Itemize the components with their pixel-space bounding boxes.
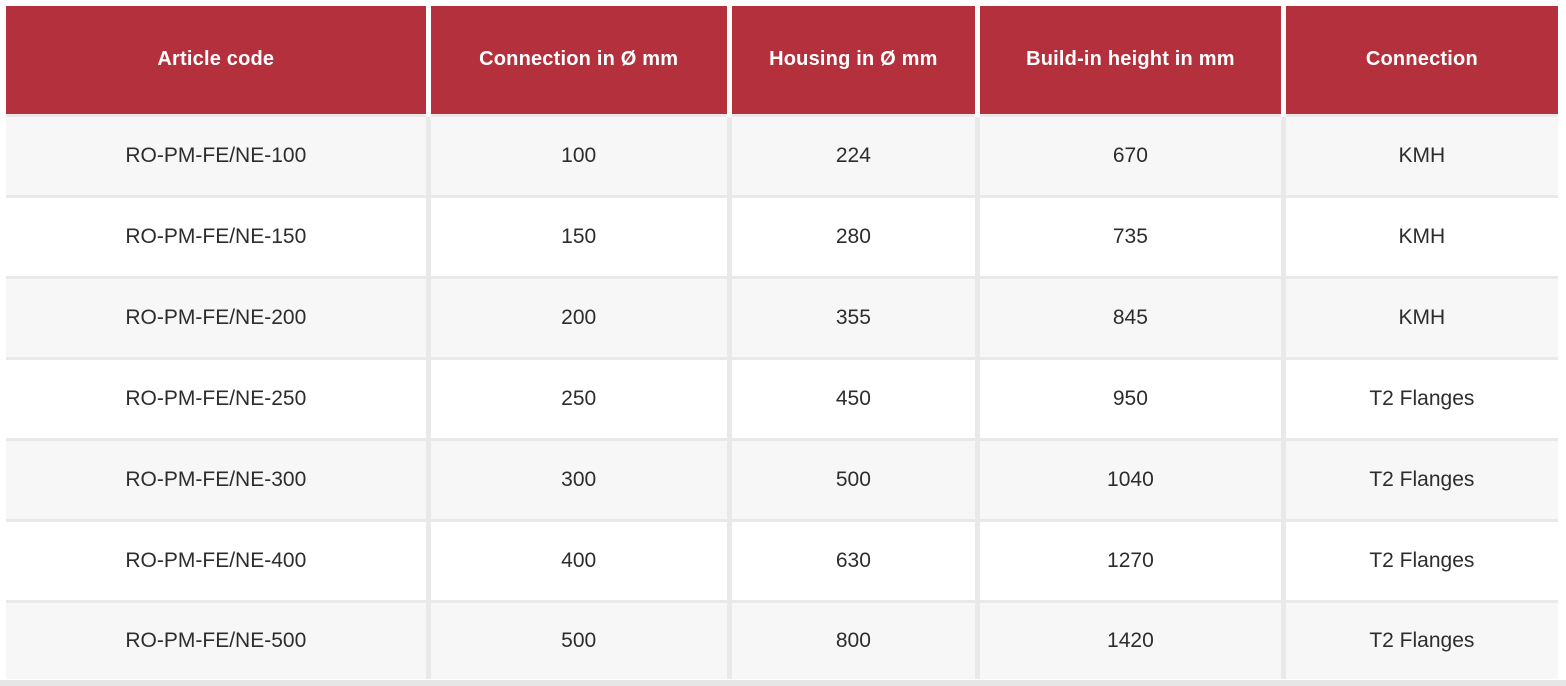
table-cell: 800 — [729, 601, 981, 679]
table-cell: RO-PM-FE/NE-400 — [6, 520, 431, 603]
table-cell: 200 — [428, 277, 732, 360]
table-cell: KMH — [1283, 115, 1558, 198]
table-row: RO-PM-FE/NE-150 150 280 735 KMH — [6, 196, 1558, 279]
table-row: RO-PM-FE/NE-200 200 355 845 KMH — [6, 277, 1558, 360]
table-cell: RO-PM-FE/NE-500 — [6, 601, 431, 679]
table-cell: 500 — [729, 439, 981, 522]
table-cell: T2 Flanges — [1283, 601, 1558, 679]
table-row: RO-PM-FE/NE-400 400 630 1270 T2 Flanges — [6, 520, 1558, 603]
spec-table: Article code Connection in Ø mm Housing in… — [6, 6, 1558, 679]
table-row: RO-PM-FE/NE-250 250 450 950 T2 Flanges — [6, 358, 1558, 441]
table-cell: KMH — [1283, 196, 1558, 279]
table-cell: T2 Flanges — [1283, 358, 1558, 441]
table-cell: 300 — [428, 439, 732, 522]
table-cell: RO-PM-FE/NE-150 — [6, 196, 431, 279]
table-cell: 355 — [729, 277, 981, 360]
table-cell: 250 — [428, 358, 732, 441]
table-cell: T2 Flanges — [1283, 520, 1558, 603]
column-header-build-in-height-in-mm: Build-in height in mm — [977, 6, 1286, 117]
table-row: RO-PM-FE/NE-300 300 500 1040 T2 Flanges — [6, 439, 1558, 522]
column-header-connection-in-mm: Connection in Ø mm — [428, 6, 732, 117]
table-cell: T2 Flanges — [1283, 439, 1558, 522]
table-cell: 224 — [729, 115, 981, 198]
table-cell: 450 — [729, 358, 981, 441]
table-cell: RO-PM-FE/NE-200 — [6, 277, 431, 360]
table-cell: 1420 — [977, 601, 1286, 679]
table-cell: 400 — [428, 520, 732, 603]
column-header-article-code: Article code — [6, 6, 431, 117]
column-header-housing-in-mm: Housing in Ø mm — [729, 6, 981, 117]
table-cell: RO-PM-FE/NE-250 — [6, 358, 431, 441]
table-header: Article code Connection in Ø mm Housing in… — [6, 6, 1558, 117]
table-row: RO-PM-FE/NE-100 100 224 670 KMH — [6, 115, 1558, 198]
table-body: RO-PM-FE/NE-100 100 224 670 KMH RO-PM-FE/NE-1… — [6, 115, 1558, 679]
table-cell: 150 — [428, 196, 732, 279]
table-cell: 950 — [977, 358, 1286, 441]
table-cell: RO-PM-FE/NE-300 — [6, 439, 431, 522]
column-header-connection: Connection — [1283, 6, 1558, 117]
header-row: Article code Connection in Ø mm Housing in… — [6, 6, 1558, 117]
table-row: RO-PM-FE/NE-500 500 800 1420 T2 Flanges — [6, 601, 1558, 679]
table-cell: 845 — [977, 277, 1286, 360]
table-cell: 1040 — [977, 439, 1286, 522]
table-cell: 500 — [428, 601, 732, 679]
table-cell: 280 — [729, 196, 981, 279]
table-cell: 630 — [729, 520, 981, 603]
bottom-divider — [0, 680, 1566, 686]
table-cell: 735 — [977, 196, 1286, 279]
table-cell: KMH — [1283, 277, 1558, 360]
table-cell: 670 — [977, 115, 1286, 198]
table-cell: 1270 — [977, 520, 1286, 603]
table-cell: RO-PM-FE/NE-100 — [6, 115, 431, 198]
table-cell: 100 — [428, 115, 732, 198]
